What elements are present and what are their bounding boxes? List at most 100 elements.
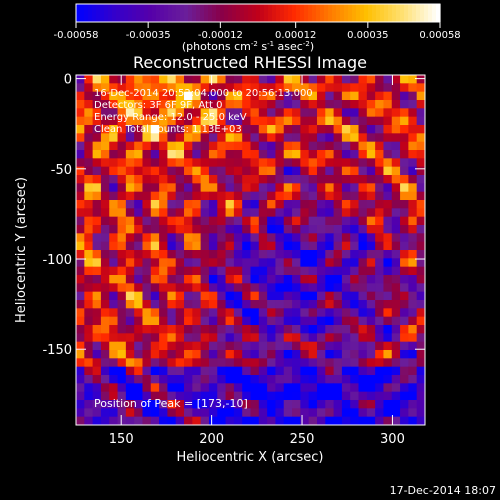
heatmap-cell (316, 358, 326, 368)
heatmap-cell (391, 91, 401, 101)
heatmap-cell (184, 100, 193, 109)
heatmap-cell (233, 308, 243, 318)
heatmap-cell (375, 150, 384, 159)
heatmap-cell (175, 183, 185, 193)
heatmap-cell (92, 275, 102, 284)
heatmap-cell (167, 266, 177, 276)
heatmap-cell (100, 150, 110, 159)
heatmap-cell (250, 383, 260, 393)
heatmap-cell (242, 158, 251, 168)
heatmap-cell (225, 341, 235, 351)
heatmap-cell (416, 383, 425, 393)
heatmap-cell (184, 391, 193, 401)
heatmap-cell (400, 258, 409, 268)
heatmap-cell (175, 275, 185, 284)
heatmap-cell (416, 250, 425, 259)
heatmap-cell (283, 358, 293, 368)
heatmap-cell (366, 383, 376, 393)
heatmap-cell (267, 400, 276, 409)
heatmap-cell (142, 258, 152, 268)
heatmap-cell (258, 416, 268, 425)
heatmap-cell (250, 158, 260, 168)
colorbar-cell (96, 4, 101, 22)
heatmap-cell (117, 100, 127, 109)
heatmap-cell (358, 283, 368, 293)
heatmap-cell (233, 275, 243, 284)
heatmap-cell (200, 416, 210, 425)
heatmap-cell (258, 333, 268, 343)
heatmap-cell (142, 200, 152, 209)
heatmap-cell (333, 325, 343, 334)
heatmap-cell (167, 183, 177, 193)
colorbar-cell (160, 4, 165, 22)
heatmap-cell (200, 175, 210, 184)
heatmap-cell (134, 100, 143, 109)
heatmap-cell (142, 100, 152, 109)
heatmap-cell (292, 300, 301, 309)
heatmap-cell (92, 141, 102, 151)
heatmap-cell (125, 383, 135, 393)
heatmap-cell (275, 291, 285, 301)
heatmap-cell (400, 341, 409, 351)
heatmap-cell (267, 275, 276, 284)
heatmap-cell (358, 158, 368, 168)
heatmap-cell (416, 191, 425, 201)
heatmap-cell (250, 391, 260, 401)
heatmap-cell (217, 141, 227, 151)
heatmap-cell (250, 175, 260, 184)
heatmap-cell (117, 400, 127, 409)
heatmap-cell (92, 325, 102, 334)
heatmap-cell (117, 208, 127, 218)
heatmap-cell (408, 91, 418, 101)
heatmap-cell (150, 125, 160, 134)
heatmap-cell (200, 91, 210, 101)
heatmap-cell (416, 233, 425, 243)
heatmap-cell (258, 225, 268, 234)
heatmap-cell (258, 366, 268, 376)
heatmap-cell (300, 275, 310, 284)
heatmap-cell (200, 325, 210, 334)
heatmap-cell (242, 216, 251, 226)
heatmap-cell (383, 400, 393, 409)
heatmap-cell (391, 141, 401, 151)
heatmap-cell (84, 100, 94, 109)
heatmap-cell (250, 366, 260, 376)
heatmap-cell (217, 275, 227, 284)
heatmap-cell (350, 225, 360, 234)
heatmap-cell (333, 133, 343, 143)
heatmap-cell (192, 391, 202, 401)
heatmap-cell (242, 133, 251, 143)
heatmap-cell (400, 241, 409, 251)
heatmap-cell (267, 300, 276, 309)
heatmap-cell (84, 183, 94, 193)
heatmap-cell (200, 300, 210, 309)
heatmap-cell (192, 333, 202, 343)
colorbar-cell (404, 4, 409, 22)
heatmap-cell (275, 416, 285, 425)
heatmap-cell (325, 408, 335, 418)
heatmap-cell (341, 191, 351, 201)
heatmap-cell (383, 183, 393, 193)
x-tick-label: 300 (380, 432, 405, 447)
heatmap-cell (283, 91, 293, 101)
heatmap-cell (225, 166, 235, 176)
heatmap-cell (400, 291, 409, 301)
heatmap-cell (150, 300, 160, 309)
heatmap-cell (233, 350, 243, 359)
heatmap-cell (416, 241, 425, 251)
heatmap-cell (217, 150, 227, 159)
heatmap-cell (109, 75, 119, 84)
heatmap-cell (217, 308, 227, 318)
heatmap-cell (92, 333, 102, 343)
heatmap-cell (250, 350, 260, 359)
heatmap-cell (325, 366, 335, 376)
heatmap-cell (192, 241, 202, 251)
heatmap-cell (225, 375, 235, 384)
heatmap-cell (341, 250, 351, 259)
heatmap-cell (333, 341, 343, 351)
heatmap-cell (358, 325, 368, 334)
heatmap-cell (117, 75, 127, 84)
heatmap-cell (325, 316, 335, 326)
heatmap-cell (117, 266, 127, 276)
heatmap-cell (350, 400, 360, 409)
